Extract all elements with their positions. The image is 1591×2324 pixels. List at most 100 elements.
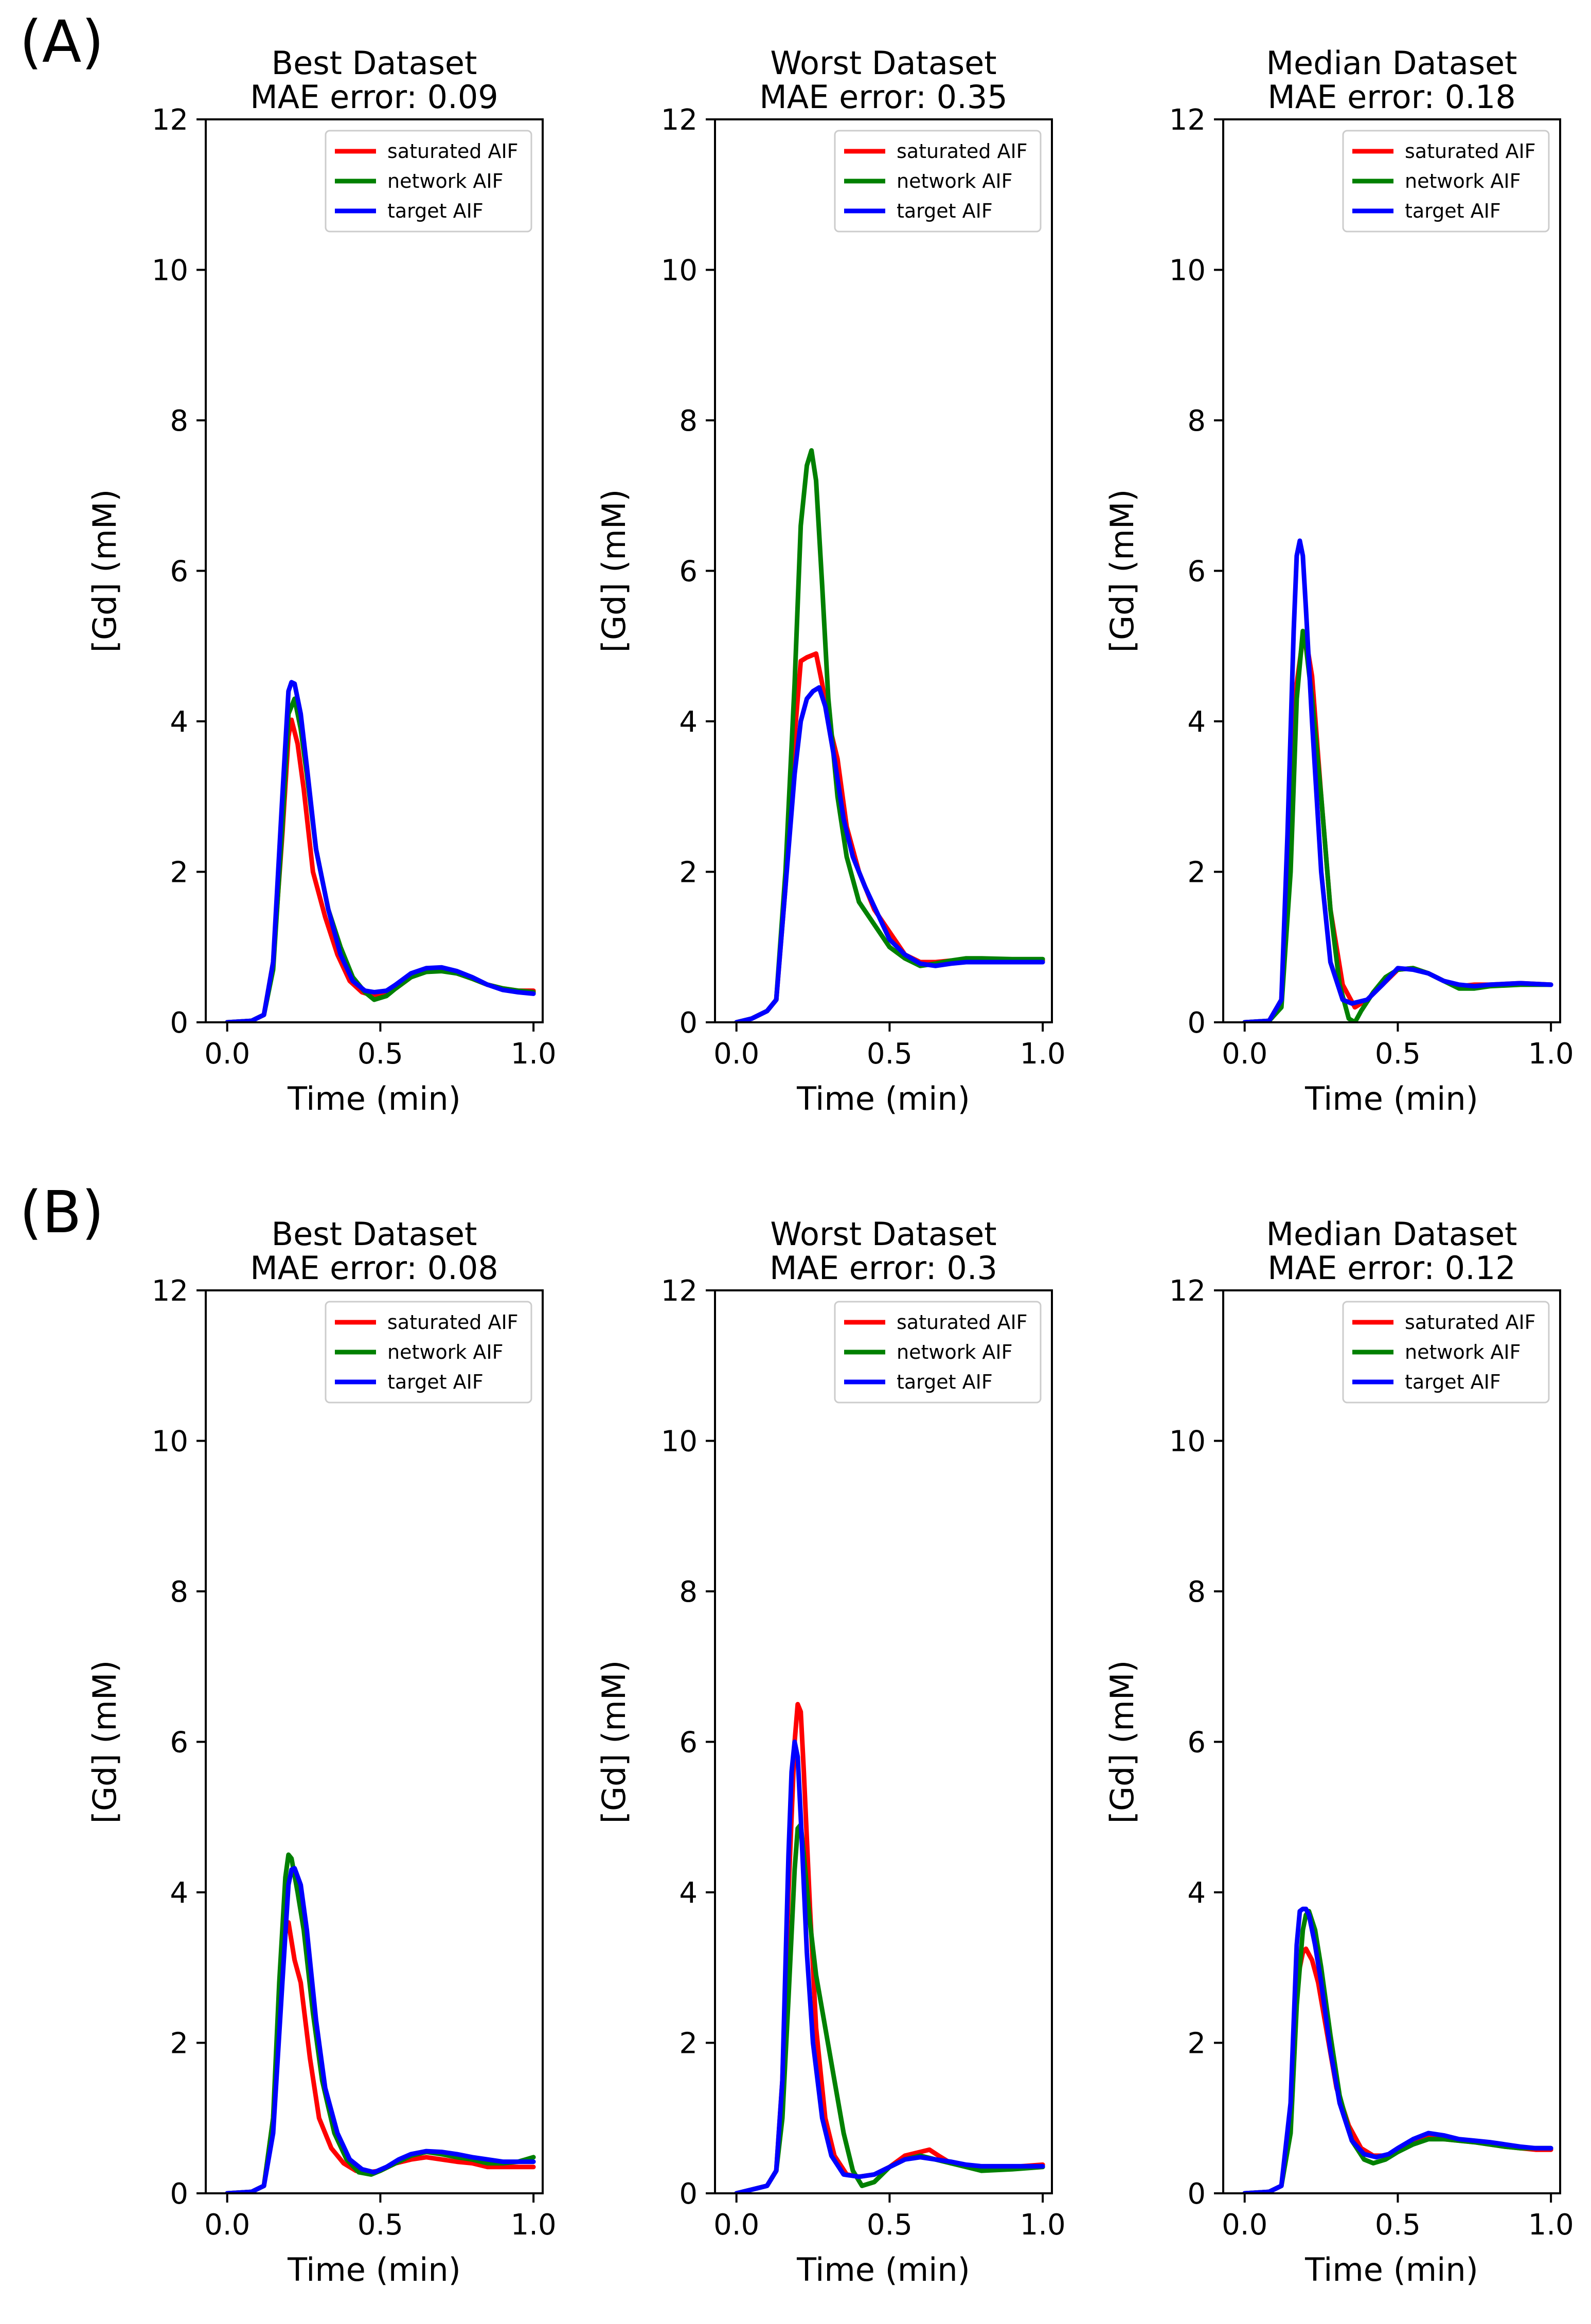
y-tick-label: 6	[1187, 555, 1206, 589]
chart-subtitle: MAE error: 0.08	[250, 1249, 498, 1287]
y-tick-label: 8	[1187, 1575, 1206, 1609]
y-tick-label: 0	[679, 1006, 698, 1040]
legend-label: target AIF	[387, 1371, 484, 1393]
y-tick-label: 0	[1187, 2177, 1206, 2211]
y-tick-label: 4	[170, 1876, 188, 1910]
y-axis-label: [Gd] (mM)	[1103, 1660, 1141, 1824]
y-tick-label: 6	[1187, 1726, 1206, 1760]
legend-label: network AIF	[1405, 1341, 1521, 1363]
legend-label: saturated AIF	[1405, 140, 1536, 163]
x-tick-label: 1.0	[511, 1037, 557, 1071]
y-tick-label: 10	[1169, 1425, 1206, 1459]
legend-box	[1342, 1301, 1550, 1404]
y-tick-label: 12	[152, 1274, 188, 1308]
x-tick-label: 1.0	[1528, 1037, 1574, 1071]
series-line-target-aif	[225, 680, 536, 1022]
y-tick-label: 10	[152, 254, 188, 288]
legend-label: network AIF	[387, 1341, 503, 1363]
y-tick-label: 8	[1187, 404, 1206, 438]
chart-subtitle: MAE error: 0.12	[1267, 1249, 1515, 1287]
y-tick-label: 8	[679, 1575, 698, 1609]
y-tick-label: 4	[679, 705, 698, 739]
y-tick-label: 4	[1187, 705, 1206, 739]
y-tick-label: 4	[1187, 1876, 1206, 1910]
chart-subtitle: MAE error: 0.35	[759, 78, 1007, 116]
y-tick-label: 12	[661, 1274, 698, 1308]
y-tick-label: 0	[679, 2177, 698, 2211]
series-line-target-aif	[734, 685, 1045, 1022]
y-tick-label: 6	[170, 555, 188, 589]
chart-subtitle: MAE error: 0.3	[770, 1249, 997, 1287]
x-tick-label: 0.5	[357, 1037, 403, 1071]
y-tick-label: 2	[170, 2027, 188, 2061]
y-tick-label: 2	[679, 2027, 698, 2061]
x-axis-label: Time (min)	[796, 2251, 970, 2288]
chart-title: Best Dataset	[272, 1215, 477, 1253]
series-group	[225, 1852, 536, 2193]
y-tick-label: 12	[661, 103, 698, 137]
panel-label-b: (B)	[20, 1179, 104, 1246]
x-tick-label: 0.0	[1222, 2208, 1267, 2242]
legend: saturated AIF network AIF target AIF	[1342, 130, 1550, 233]
legend-label: saturated AIF	[387, 1311, 519, 1334]
series-group	[1242, 538, 1553, 1022]
y-axis-label: [Gd] (mM)	[86, 489, 123, 653]
legend-box	[325, 130, 532, 233]
legend-label: network AIF	[897, 170, 1012, 192]
chart-subtitle: MAE error: 0.18	[1267, 78, 1515, 116]
legend-label: target AIF	[897, 1371, 993, 1393]
series-group	[734, 448, 1045, 1022]
y-tick-label: 0	[1187, 1006, 1206, 1040]
legend-box	[1342, 130, 1550, 233]
x-tick-label: 1.0	[1020, 1037, 1066, 1071]
y-tick-label: 6	[679, 1726, 698, 1760]
x-axis-label: Time (min)	[796, 1080, 970, 1117]
series-line-target-aif	[734, 1740, 1045, 2193]
series-line-network-aif	[1242, 629, 1553, 1022]
chart-title: Worst Dataset	[770, 44, 996, 82]
x-tick-label: 0.5	[357, 2208, 403, 2242]
x-tick-label: 1.0	[1020, 2208, 1066, 2242]
y-axis-label: [Gd] (mM)	[1103, 489, 1141, 653]
y-tick-label: 0	[170, 2177, 188, 2211]
x-tick-label: 0.5	[1375, 2208, 1421, 2242]
legend-label: saturated AIF	[1405, 1311, 1536, 1334]
legend-label: network AIF	[1405, 170, 1521, 192]
series-group	[225, 680, 536, 1022]
y-tick-label: 10	[1169, 254, 1206, 288]
y-tick-label: 10	[661, 1425, 698, 1459]
chart-title: Worst Dataset	[770, 1215, 996, 1253]
y-tick-label: 12	[1169, 103, 1206, 137]
chart-subtitle: MAE error: 0.09	[250, 78, 498, 116]
charts-group: Best Dataset MAE error: 0.09 0.0 0.5 1.0 0 2 4 6…	[86, 44, 1574, 2288]
y-tick-label: 12	[1169, 1274, 1206, 1308]
legend-label: saturated AIF	[387, 140, 519, 163]
x-tick-label: 0.0	[204, 1037, 250, 1071]
chart-title: Median Dataset	[1266, 1215, 1517, 1253]
x-tick-label: 0.5	[1375, 1037, 1421, 1071]
legend: saturated AIF network AIF target AIF	[1342, 1301, 1550, 1404]
legend: saturated AIF network AIF target AIF	[834, 1301, 1042, 1404]
legend-label: target AIF	[1405, 1371, 1501, 1393]
series-line-target-aif	[1242, 538, 1553, 1022]
y-tick-label: 2	[1187, 2027, 1206, 2061]
y-tick-label: 4	[679, 1876, 698, 1910]
y-axis-label: [Gd] (mM)	[595, 1660, 633, 1824]
x-tick-label: 0.0	[1222, 1037, 1267, 1071]
y-tick-label: 6	[679, 555, 698, 589]
y-tick-label: 2	[170, 856, 188, 890]
y-tick-label: 2	[679, 856, 698, 890]
x-tick-label: 0.5	[867, 2208, 913, 2242]
y-tick-label: 8	[170, 1575, 188, 1609]
legend-label: saturated AIF	[897, 1311, 1028, 1334]
legend-box	[834, 1301, 1042, 1404]
y-tick-label: 8	[679, 404, 698, 438]
legend: saturated AIF network AIF target AIF	[325, 130, 532, 233]
y-axis-label: [Gd] (mM)	[86, 1660, 123, 1824]
x-tick-label: 0.5	[867, 1037, 913, 1071]
x-axis-label: Time (min)	[287, 2251, 461, 2288]
legend: saturated AIF network AIF target AIF	[834, 130, 1042, 233]
